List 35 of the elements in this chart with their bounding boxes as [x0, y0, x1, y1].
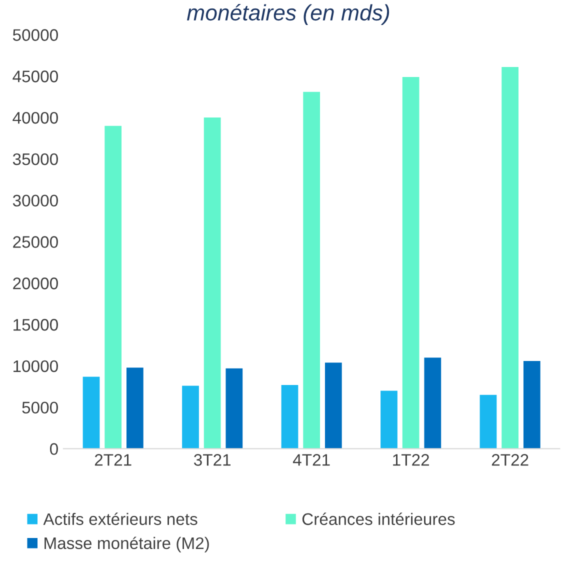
bar — [324, 362, 342, 449]
bar — [402, 76, 420, 449]
legend-label: Masse monétaire (M2) — [44, 536, 209, 552]
bar — [480, 394, 497, 449]
bar — [281, 384, 298, 449]
bar — [303, 92, 320, 449]
bar — [204, 118, 221, 449]
x-tick-label: 4T21 — [292, 454, 330, 466]
bar — [523, 360, 540, 449]
y-tick-label: 20000 — [13, 278, 58, 290]
y-tick-label: 25000 — [13, 236, 58, 248]
x-tick-label: 3T21 — [194, 454, 231, 466]
chart-title: monétaires (en mds) — [186, 4, 390, 25]
y-tick-label: 10000 — [14, 360, 58, 372]
y-tick-label: 40000 — [12, 112, 58, 124]
bar — [182, 386, 199, 449]
legend-label: Créances intérieures — [302, 512, 455, 526]
bar — [126, 368, 144, 449]
bar — [380, 390, 398, 449]
y-tick-label: 50000 — [12, 29, 58, 41]
legend-label: Actifs extérieurs nets — [43, 512, 198, 526]
y-tick-label: 5000 — [22, 402, 58, 414]
bar — [104, 126, 122, 449]
y-tick-label: 45000 — [12, 70, 58, 82]
y-tick-label: 0 — [50, 443, 58, 455]
x-tick-label: 2T22 — [492, 454, 528, 466]
bar — [226, 368, 243, 449]
bar — [502, 67, 519, 449]
bar — [424, 358, 442, 449]
x-tick-label: 2T21 — [94, 454, 132, 466]
bar — [82, 376, 100, 449]
y-tick-label: 15000 — [14, 318, 58, 331]
y-tick-label: 30000 — [12, 194, 58, 207]
x-tick-label: 1T22 — [393, 454, 429, 466]
y-tick-label: 35000 — [12, 153, 58, 166]
